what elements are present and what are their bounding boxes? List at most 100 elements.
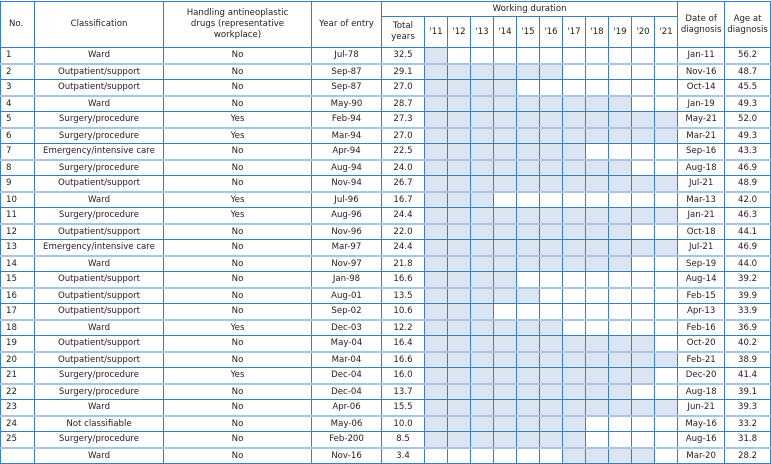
cell-total-years: 3.4 <box>381 446 425 464</box>
cell-total-years: 27.3 <box>381 111 425 128</box>
cell-classification: Surgery/procedure <box>34 367 164 384</box>
cell-working-year <box>631 207 655 224</box>
cell-working-year <box>608 431 632 448</box>
cell-working-year <box>585 431 609 448</box>
cell-working-year <box>493 175 517 192</box>
cell-handling: No <box>163 303 312 320</box>
cell-working-year <box>539 446 563 464</box>
cell-date-of-diagnosis: Jul-21 <box>677 239 726 256</box>
cell-working-year <box>424 399 448 416</box>
cell-handling: Yes <box>163 190 312 208</box>
cell-working-year <box>493 126 517 144</box>
cell-working-year <box>516 446 540 464</box>
cell-handling: No <box>163 239 312 256</box>
cell-working-year <box>608 207 632 224</box>
cell-working-year <box>562 62 586 80</box>
cell-working-year <box>653 382 679 400</box>
cell-handling: No <box>163 350 312 368</box>
cell-classification: Not classifiable <box>34 414 164 432</box>
cell-working-year <box>539 62 563 80</box>
cell-date-of-diagnosis: Aug-18 <box>677 158 726 176</box>
cell-date-of-diagnosis: Feb-16 <box>677 318 726 336</box>
cell-working-year <box>562 143 586 160</box>
cell-working-year <box>539 143 563 160</box>
cell-classification: Outpatient/support <box>34 222 164 240</box>
cell-handling: Yes <box>163 207 312 224</box>
cell-working-year <box>493 47 517 64</box>
cell-no: 16 <box>0 286 35 304</box>
cell-working-year <box>653 143 679 160</box>
cell-working-year <box>493 158 517 176</box>
cell-classification: Ward <box>34 94 164 112</box>
cell-working-year <box>653 94 679 112</box>
cell-date-of-diagnosis: Oct-14 <box>677 79 726 96</box>
cell-working-year <box>424 335 448 352</box>
cell-working-year <box>585 175 609 192</box>
cell-working-year <box>447 414 471 432</box>
cell-working-year <box>585 254 609 272</box>
cell-working-year <box>493 111 517 128</box>
cell-working-year <box>516 367 540 384</box>
cell-handling: Yes <box>163 367 312 384</box>
cell-working-year <box>653 158 679 176</box>
cell-working-year <box>539 254 563 272</box>
cell-working-year <box>447 175 471 192</box>
cell-working-year <box>653 335 679 352</box>
cell-working-year <box>424 254 448 272</box>
cell-age-at-diagnosis: 48.9 <box>724 175 771 192</box>
cell-age-at-diagnosis: 36.9 <box>724 318 771 336</box>
cell-working-year <box>631 175 655 192</box>
cell-classification: Outpatient/support <box>34 79 164 96</box>
cell-classification: Outpatient/support <box>34 350 164 368</box>
cell-working-year <box>585 126 609 144</box>
cell-working-year <box>493 222 517 240</box>
cell-working-year <box>539 94 563 112</box>
cell-working-year <box>585 47 609 64</box>
cell-working-year <box>631 286 655 304</box>
cell-date-of-diagnosis: Aug-14 <box>677 271 726 288</box>
cell-working-year <box>562 190 586 208</box>
table-row: 14 Ward No Nov-97 21.8 Sep-19 44.0 <box>0 254 771 272</box>
cell-working-year <box>631 318 655 336</box>
cell-working-year <box>608 239 632 256</box>
cell-total-years: 16.6 <box>381 271 425 288</box>
cell-working-year <box>585 239 609 256</box>
cell-total-years: 24.4 <box>381 207 425 224</box>
cell-working-year <box>585 335 609 352</box>
cell-working-year <box>447 254 471 272</box>
cell-working-year <box>470 94 494 112</box>
cell-working-year <box>493 239 517 256</box>
table-row: 4 Ward No May-90 28.7 Jan-19 49.3 <box>0 94 771 112</box>
cell-age-at-diagnosis: 39.1 <box>724 382 771 400</box>
cell-age-at-diagnosis: 33.2 <box>724 414 771 432</box>
cell-working-year <box>539 239 563 256</box>
cell-working-year <box>516 271 540 288</box>
cell-working-year <box>608 367 632 384</box>
cell-no: 12 <box>0 222 35 240</box>
cell-working-year <box>470 239 494 256</box>
cell-working-year <box>447 190 471 208</box>
cell-working-year <box>631 350 655 368</box>
cell-handling: No <box>163 222 312 240</box>
cell-handling: No <box>163 335 312 352</box>
cell-working-year <box>493 335 517 352</box>
cell-working-year <box>608 414 632 432</box>
cell-classification: Emergency/intensive care <box>34 239 164 256</box>
cell-working-year <box>539 350 563 368</box>
header-year: '12 <box>447 16 471 48</box>
header-year: '11 <box>424 16 448 48</box>
cell-working-year <box>539 431 563 448</box>
header-working-duration: Working duration <box>380 1 679 17</box>
cell-working-year <box>470 254 494 272</box>
cell-handling: No <box>163 382 312 400</box>
cell-year-of-entry: Nov-97 <box>311 254 382 272</box>
cell-classification: Ward <box>34 190 164 208</box>
cell-working-year <box>585 414 609 432</box>
cell-handling: No <box>163 446 312 464</box>
table-row: 15 Outpatient/support No Jan-98 16.6 Aug-14 39… <box>0 271 771 288</box>
cell-date-of-diagnosis: Dec-20 <box>677 367 726 384</box>
cell-working-year <box>539 79 563 96</box>
cell-working-year <box>608 254 632 272</box>
cell-date-of-diagnosis: Mar-21 <box>677 126 726 144</box>
header-year: '14 <box>493 16 517 48</box>
